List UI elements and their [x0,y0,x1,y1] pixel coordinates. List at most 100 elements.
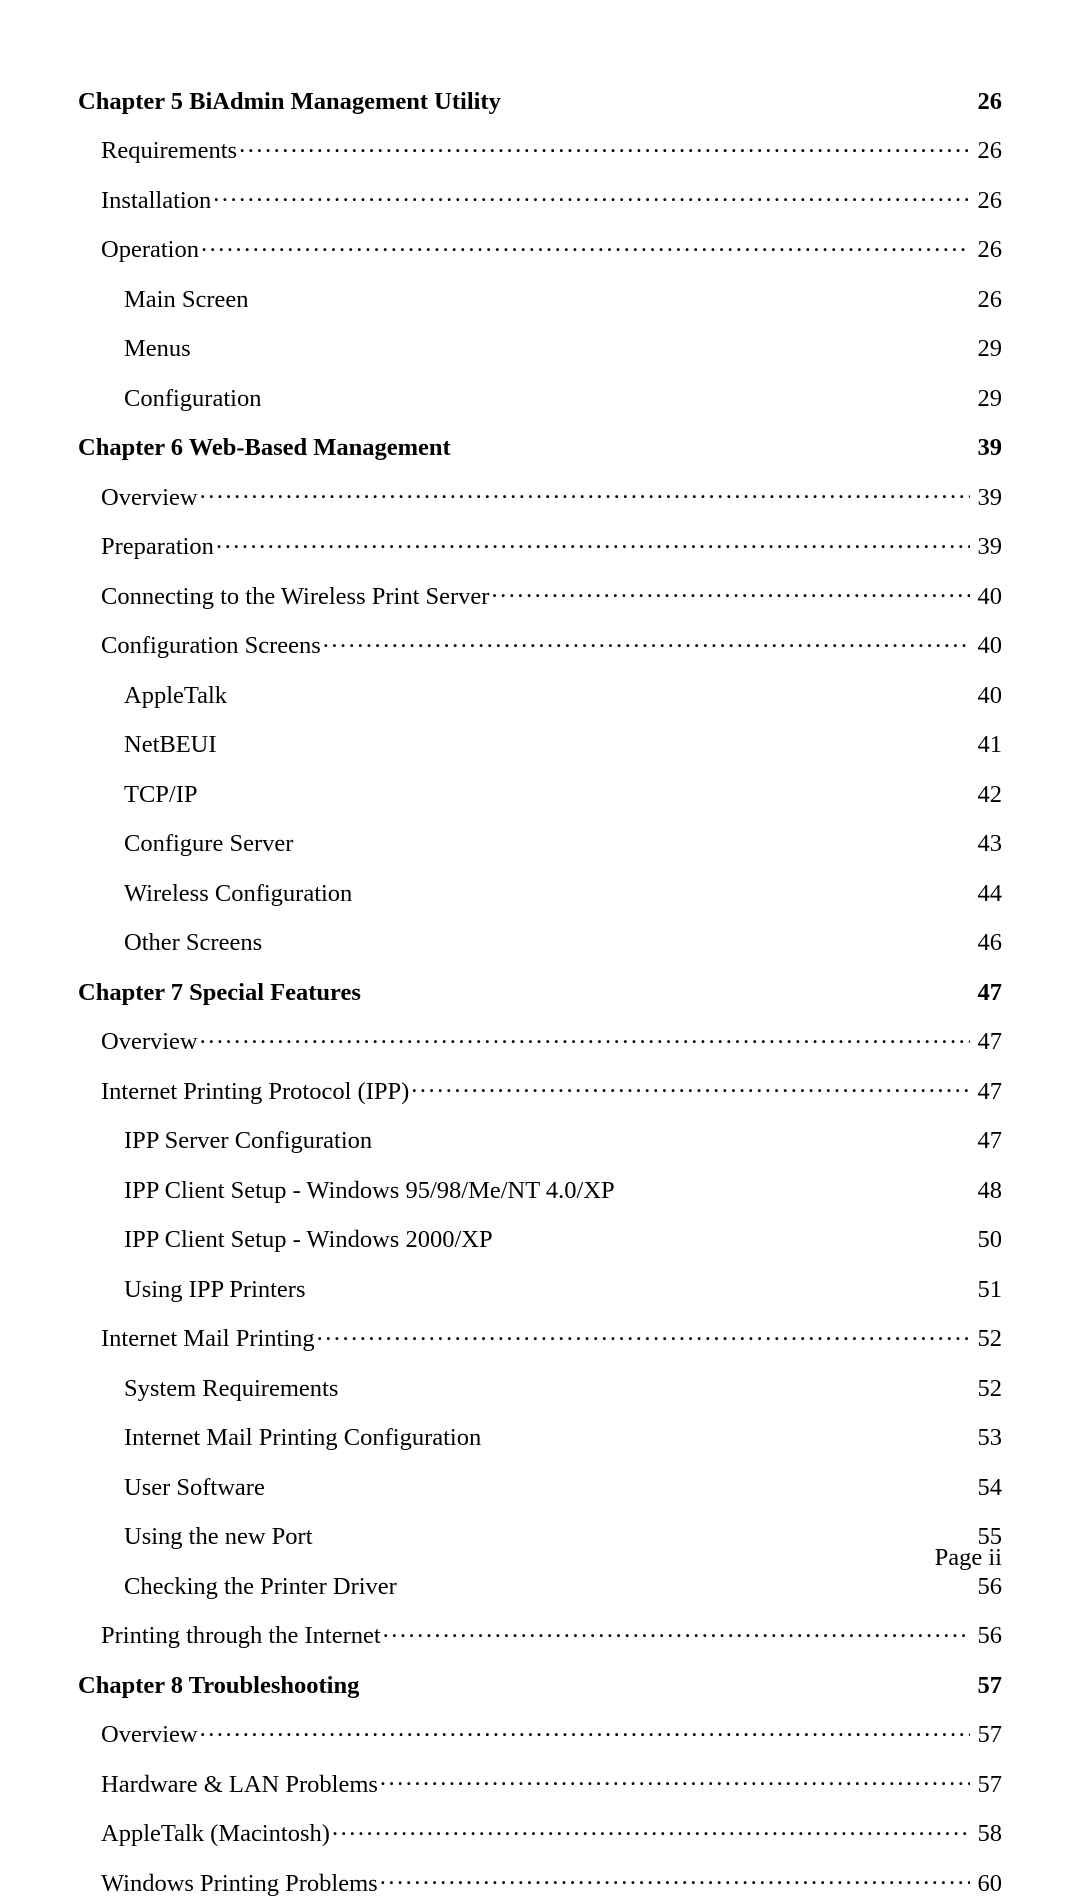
toc-entry-title: Requirements [101,139,237,164]
toc-leader [229,678,970,703]
toc-entry-page: 40 [972,585,1002,610]
toc-entry: IPP Client Setup - Windows 2000/XP 50 [78,1223,1002,1253]
toc-entry-page: 40 [972,684,1002,709]
page-footer: Page ii [935,1544,1002,1572]
toc-entry-title: Internet Mail Printing Configuration [124,1426,481,1451]
toc-entry-page: 51 [972,1278,1002,1303]
toc-leader [251,282,971,307]
toc-entry-page: 47 [972,1030,1002,1055]
toc-entry-title: Printing through the Internet [101,1624,381,1649]
toc-leader [239,134,970,159]
toc-leader [315,1520,971,1545]
toc-entry: AppleTalk40 [78,678,1002,708]
toc-entry-page: 26 [972,139,1002,164]
toc-entry-page: 40 [972,634,1002,659]
toc-entry-title: Overview [101,1030,198,1055]
toc-entry-page: 47 [972,1129,1002,1154]
toc-entry-title: User Software [124,1476,265,1501]
toc-entry-page: 29 [972,337,1002,362]
toc-entry-page: 50 [972,1228,1002,1253]
toc-leader [503,84,970,109]
toc-entry-page: 39 [972,486,1002,511]
toc-entry-title: Chapter 6 Web-Based Management [78,436,451,461]
toc-entry: Main Screen 26 [78,282,1002,312]
toc-entry: Hardware & LAN Problems 57 [78,1767,1002,1797]
toc-entry: System Requirements52 [78,1371,1002,1401]
toc-entry: Overview 47 [78,1025,1002,1055]
toc-entry-page: 26 [972,189,1002,214]
toc-entry: NetBEUI41 [78,728,1002,758]
toc-leader [295,827,970,852]
toc-entry-page: 57 [972,1773,1002,1798]
toc-entry-page: 44 [972,882,1002,907]
toc-entry-title: Connecting to the Wireless Print Server [101,585,489,610]
toc-entry: Configuration Screens40 [78,629,1002,659]
toc-entry: Other Screens46 [78,926,1002,956]
toc-entry-page: 57 [972,1674,1002,1699]
toc-entry: Wireless Configuration44 [78,876,1002,906]
toc-entry: Installation26 [78,183,1002,213]
toc-entry: Using the new Port55 [78,1520,1002,1550]
toc-entry: Checking the Printer Driver56 [78,1569,1002,1599]
toc-entry-title: Configure Server [124,832,293,857]
toc-entry-title: Menus [124,337,191,362]
toc-entry-title: Using IPP Printers [124,1278,306,1303]
toc-entry: User Software54 [78,1470,1002,1500]
toc-entry-page: 56 [972,1624,1002,1649]
toc-entry-title: Chapter 5 BiAdmin Management Utility [78,90,501,115]
toc-entry-page: 60 [972,1872,1002,1897]
toc-entry: Chapter 8 Troubleshooting57 [78,1668,1002,1698]
toc-entry-title: Operation [101,238,199,263]
toc-entry: TCP/IP42 [78,777,1002,807]
toc-leader [453,431,970,456]
toc-leader [383,1619,970,1644]
toc-leader [483,1421,970,1446]
toc-entry: Internet Mail Printing Configuration53 [78,1421,1002,1451]
toc-entry-page: 43 [972,832,1002,857]
toc-leader [200,1025,970,1050]
toc-entry-title: Overview [101,486,198,511]
toc-leader [495,1223,970,1248]
toc-entry-page: 26 [972,288,1002,313]
toc-entry-page: 52 [972,1327,1002,1352]
toc-entry-page: 41 [972,733,1002,758]
toc-entry: Chapter 7 Special Features47 [78,975,1002,1005]
toc-entry-title: IPP Client Setup - Windows 2000/XP [124,1228,493,1253]
toc-entry: AppleTalk (Macintosh)58 [78,1817,1002,1847]
toc-leader [200,1718,970,1743]
toc-leader [264,926,970,951]
toc-leader [374,1124,970,1149]
toc-leader [263,381,970,406]
toc-leader [617,1173,970,1198]
toc-leader [380,1866,970,1891]
toc-entry-page: 52 [972,1377,1002,1402]
toc-leader [267,1470,970,1495]
toc-entry: Overview 39 [78,480,1002,510]
toc-entry-title: Checking the Printer Driver [124,1575,397,1600]
toc-entry: Printing through the Internet 56 [78,1619,1002,1649]
toc-leader [323,629,970,654]
toc-entry: Requirements 26 [78,134,1002,164]
toc-entry: IPP Client Setup - Windows 95/98/Me/NT 4… [78,1173,1002,1203]
toc-entry-title: Hardware & LAN Problems [101,1773,378,1798]
toc-entry-title: Overview [101,1723,198,1748]
toc-leader [354,876,970,901]
toc-entry-page: 26 [972,90,1002,115]
toc-entry-page: 57 [972,1723,1002,1748]
toc-entry-title: Main Screen [124,288,249,313]
toc-leader [411,1074,970,1099]
toc-leader [216,530,970,555]
toc-entry: Configuration29 [78,381,1002,411]
toc-leader [340,1371,970,1396]
toc-entry: Internet Mail Printing52 [78,1322,1002,1352]
toc-entry: Internet Printing Protocol (IPP)47 [78,1074,1002,1104]
toc-entry-title: Configuration [124,387,261,412]
page-number-label: Page ii [935,1544,1002,1571]
toc-entry-title: AppleTalk (Macintosh) [101,1822,330,1847]
toc-leader [363,975,970,1000]
toc-entry-title: IPP Client Setup - Windows 95/98/Me/NT 4… [124,1179,615,1204]
toc-leader [200,480,970,505]
toc-entry-page: 39 [972,436,1002,461]
toc-entry-page: 47 [972,1080,1002,1105]
toc-entry: Using IPP Printers 51 [78,1272,1002,1302]
